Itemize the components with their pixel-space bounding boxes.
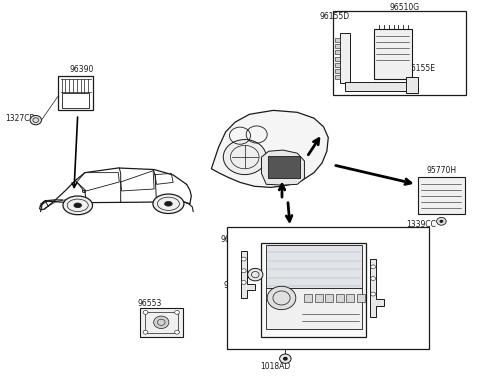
Bar <box>62 93 89 109</box>
Bar <box>304 294 312 302</box>
Circle shape <box>30 115 41 125</box>
Bar <box>58 76 94 111</box>
Circle shape <box>223 140 266 174</box>
Bar <box>262 243 366 337</box>
Text: 96155E: 96155E <box>407 64 436 73</box>
Bar <box>336 44 340 48</box>
Ellipse shape <box>165 201 172 206</box>
Circle shape <box>371 292 375 296</box>
Circle shape <box>267 286 296 310</box>
Bar <box>336 51 340 54</box>
Bar <box>336 38 340 42</box>
Polygon shape <box>370 259 384 318</box>
Bar <box>268 156 300 178</box>
Bar <box>406 77 418 93</box>
Circle shape <box>143 310 148 314</box>
Bar <box>266 245 362 289</box>
Circle shape <box>440 220 444 223</box>
Text: 96553: 96553 <box>137 299 161 308</box>
Text: 96173: 96173 <box>223 281 247 290</box>
Circle shape <box>241 257 246 261</box>
Text: 96155D: 96155D <box>319 13 349 22</box>
Polygon shape <box>211 111 328 187</box>
Circle shape <box>248 269 263 281</box>
Bar <box>347 294 354 302</box>
Circle shape <box>154 316 169 328</box>
Bar <box>345 82 407 91</box>
Text: 96510G: 96510G <box>390 3 420 12</box>
Bar <box>315 294 323 302</box>
Bar <box>144 312 178 333</box>
Bar <box>336 75 340 79</box>
Bar <box>140 308 183 337</box>
Circle shape <box>371 277 375 280</box>
Circle shape <box>143 330 148 334</box>
Bar <box>325 294 333 302</box>
Bar <box>336 294 344 302</box>
Text: 1339CC: 1339CC <box>407 220 436 229</box>
Circle shape <box>371 265 375 269</box>
Text: 96390: 96390 <box>70 65 94 74</box>
Bar <box>336 63 340 67</box>
Polygon shape <box>262 150 304 185</box>
Bar <box>336 69 340 73</box>
Text: 96560F: 96560F <box>258 235 287 244</box>
Ellipse shape <box>63 196 93 215</box>
Text: 95770H: 95770H <box>426 166 456 175</box>
Polygon shape <box>241 251 255 298</box>
Circle shape <box>241 280 246 284</box>
Text: 96562L: 96562L <box>221 235 250 244</box>
Bar <box>418 176 465 214</box>
Bar <box>340 33 350 83</box>
Bar <box>227 227 430 348</box>
Circle shape <box>280 354 291 363</box>
Circle shape <box>283 357 288 361</box>
Circle shape <box>437 218 446 225</box>
Text: 96145C: 96145C <box>322 234 352 243</box>
Circle shape <box>175 330 180 334</box>
Bar <box>333 11 466 95</box>
Ellipse shape <box>74 203 82 208</box>
Bar <box>266 288 362 329</box>
Circle shape <box>241 269 246 273</box>
Circle shape <box>175 310 180 314</box>
Bar <box>336 57 340 60</box>
Text: 96562R: 96562R <box>391 328 421 338</box>
Text: 1327CB: 1327CB <box>6 114 36 123</box>
Bar <box>373 29 412 79</box>
Bar <box>357 294 364 302</box>
Ellipse shape <box>153 194 184 214</box>
Text: 1018AD: 1018AD <box>261 362 291 371</box>
